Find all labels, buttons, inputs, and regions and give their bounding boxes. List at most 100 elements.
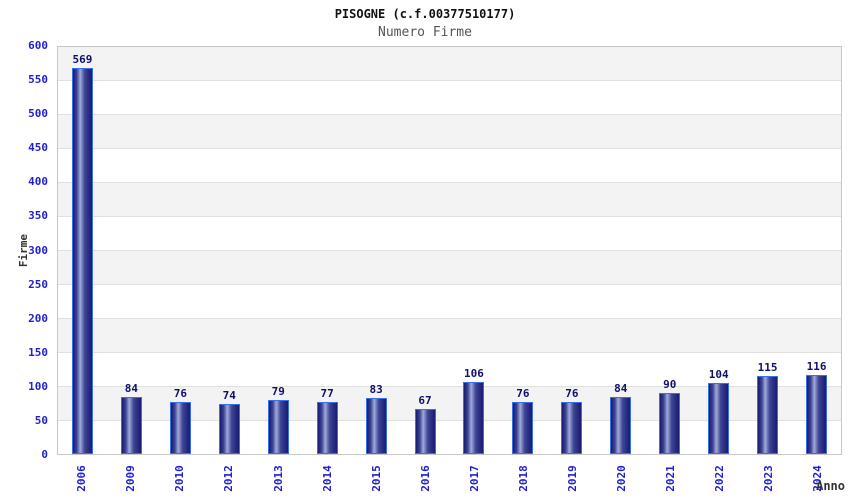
x-tick-label: 2006 [75,464,89,492]
x-tick-label: 2018 [516,464,530,492]
bar [120,397,142,454]
y-tick-label: 50 [34,413,48,427]
y-tick-label: 400 [28,175,48,189]
grid-band [58,284,841,318]
x-tick-label: 2009 [124,464,138,492]
bar-slot-2016: 67 [401,47,450,454]
bar-value-label: 90 [663,377,677,391]
plot-area: 569 84 76 74 79 77 83 67 106 76 76 84 90 104 115 116 [57,46,842,455]
x-tick-2019: 2019 [548,458,597,498]
x-tick-label: 2016 [418,464,432,492]
y-tick-label: 500 [28,107,48,121]
bar-slot-2014: 77 [303,47,352,454]
bar [708,383,730,454]
y-tick-label: 100 [28,379,48,393]
x-tick-2012: 2012 [204,458,253,498]
bars-layer: 569 84 76 74 79 77 83 67 106 76 76 84 90 104 115 116 [58,47,841,454]
x-axis-title: Anno [816,479,845,493]
bar [512,402,534,454]
x-axis-ticks: 2006 2009 2010 2012 2013 2014 2015 2016 2017 2018… [57,458,842,498]
bar-value-label: 83 [369,382,383,396]
bar-value-label: 76 [516,387,530,401]
bar [463,382,485,454]
bar [561,402,583,454]
bar [365,397,387,454]
x-tick-label: 2022 [712,464,726,492]
x-tick-label: 2021 [663,464,677,492]
x-tick-2010: 2010 [155,458,204,498]
bar-value-label: 74 [222,388,236,402]
x-tick-2006: 2006 [57,458,106,498]
bar-slot-2020: 84 [596,47,645,454]
x-tick-2023: 2023 [744,458,793,498]
bar-slot-2015: 83 [352,47,401,454]
bar-value-label: 116 [806,360,827,374]
bar-slot-2009: 84 [107,47,156,454]
grid-band [58,250,841,284]
bar-value-label: 84 [124,382,139,396]
bar [71,68,93,454]
bar-slot-2018: 76 [498,47,547,454]
x-tick-label: 2013 [271,464,285,492]
bar-value-label: 106 [464,367,484,381]
y-tick-label: 300 [28,243,48,257]
bar-value-label: 84 [614,382,628,396]
x-tick-2015: 2015 [351,458,400,498]
bar-value-label: 76 [565,387,579,401]
bar [267,400,289,454]
bar [610,397,632,454]
grid-band [58,352,841,386]
bar-slot-2024: 116 [792,47,841,454]
bar [414,408,436,454]
x-tick-2021: 2021 [646,458,695,498]
bar-slot-2013: 79 [254,47,303,454]
y-tick-label: 550 [28,73,48,87]
y-tick-label: 0 [41,448,48,461]
bar-value-label: 79 [271,385,285,399]
x-tick-label: 2020 [614,464,628,492]
bar-value-label: 77 [320,386,334,400]
bar-value-label: 67 [418,393,432,407]
bar [757,376,779,454]
y-tick-label: 150 [28,345,48,359]
x-tick-2009: 2009 [106,458,155,498]
bar-value-label: 569 [72,53,93,67]
y-tick-label: 450 [28,141,48,155]
grid-band [58,182,841,216]
x-tick-label: 2010 [173,464,187,492]
x-tick-label: 2012 [222,464,236,492]
bar-slot-2022: 104 [694,47,743,454]
y-tick-label: 600 [28,39,48,52]
grid-band [58,216,841,250]
y-tick-label: 350 [28,209,48,223]
x-tick-label: 2015 [369,464,383,492]
y-axis-ticks: 0 50 100 150 200 250 300 350 400 450 500 550 600 [0,0,52,500]
bar-value-label: 104 [708,368,729,382]
bar-value-label: 115 [757,361,778,374]
bar [659,392,681,454]
x-tick-2020: 2020 [597,458,646,498]
bar-slot-2006: 569 [58,47,107,454]
x-tick-2018: 2018 [499,458,548,498]
bar-slot-2021: 90 [645,47,694,454]
x-tick-label: 2017 [467,464,481,492]
grid-band [58,148,841,182]
bar-slot-2012: 74 [205,47,254,454]
bar [316,401,338,454]
y-tick-label: 250 [28,277,48,291]
y-tick-label: 200 [28,311,48,325]
x-tick-label: 2019 [565,464,579,492]
bar [806,375,828,454]
bar [218,403,240,454]
grid-band [58,318,841,352]
x-tick-2022: 2022 [695,458,744,498]
x-tick-label: 2023 [761,464,775,492]
grid-band [58,80,841,114]
bar-slot-2023: 115 [743,47,792,454]
grid-band [58,114,841,148]
x-tick-2014: 2014 [302,458,351,498]
bar-slot-2010: 76 [156,47,205,454]
bar-slot-2017: 106 [450,47,499,454]
x-tick-label: 2014 [320,464,334,492]
grid-band [58,47,841,80]
